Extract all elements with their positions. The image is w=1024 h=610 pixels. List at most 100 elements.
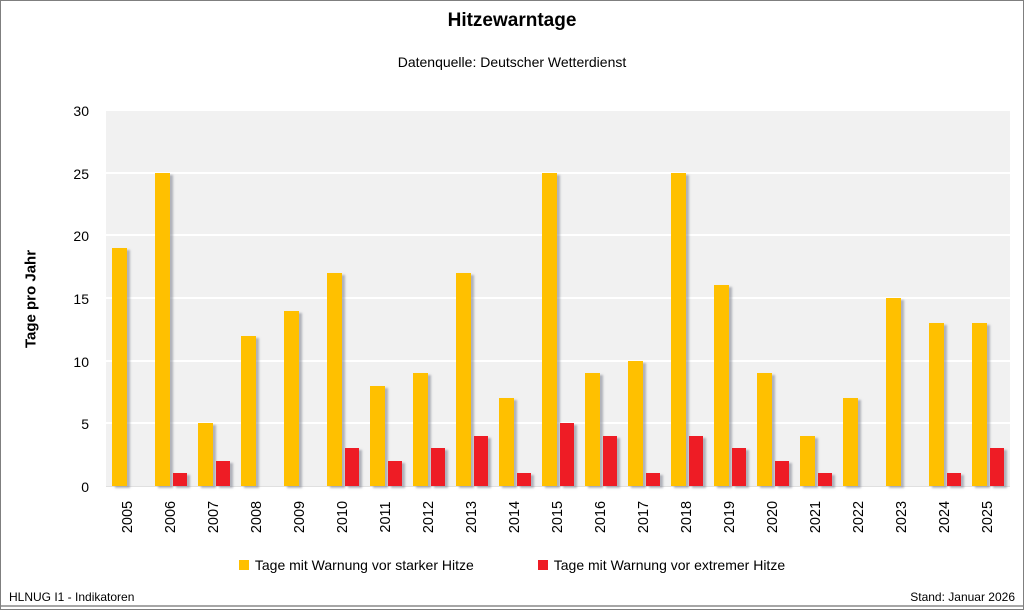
x-tick-2012: 2012	[407, 488, 450, 544]
bar-strong-heat-2006	[154, 173, 170, 486]
footer-source-label: HLNUG I1 - Indikatoren	[9, 590, 135, 604]
x-tick-2005: 2005	[106, 488, 149, 544]
x-tick-2024: 2024	[924, 488, 967, 544]
y-tick-label-10: 10	[73, 353, 89, 370]
x-tick-label-2025: 2025	[980, 500, 997, 534]
x-tick-label-2010: 2010	[334, 500, 351, 534]
x-tick-label-2008: 2008	[248, 500, 265, 534]
x-tick-label-2007: 2007	[205, 500, 222, 534]
bar-strong-heat-2016	[585, 373, 601, 486]
legend-entry-strong-heat: Tage mit Warnung vor starker Hitze	[238, 557, 474, 573]
bar-group-2018	[666, 111, 709, 486]
x-tick-label-2022: 2022	[851, 500, 868, 534]
x-tick-2007: 2007	[192, 488, 235, 544]
bar-strong-heat-2018	[671, 173, 687, 486]
x-tick-2017: 2017	[623, 488, 666, 544]
x-tick-label-2013: 2013	[463, 500, 480, 534]
bar-extreme-heat-2011	[387, 461, 402, 486]
footer-divider	[1, 605, 1023, 607]
bar-strong-heat-2009	[283, 311, 299, 486]
bar-extreme-heat-2018	[689, 436, 704, 486]
bar-strong-heat-2024	[929, 323, 945, 486]
x-tick-2016: 2016	[580, 488, 623, 544]
bar-extreme-heat-2020	[775, 461, 790, 486]
bar-strong-heat-2013	[455, 273, 471, 486]
bar-extreme-heat-2015	[559, 423, 574, 486]
legend-label-extreme-heat: Tage mit Warnung vor extremer Hitze	[553, 557, 786, 573]
bar-group-2021	[795, 111, 838, 486]
bar-groups	[106, 111, 1010, 486]
bar-group-2022	[838, 111, 881, 486]
gridline-20	[106, 234, 1010, 237]
bar-extreme-heat-2013	[473, 436, 488, 486]
x-tick-2019: 2019	[709, 488, 752, 544]
gridline-10	[106, 359, 1010, 362]
bar-strong-heat-2010	[326, 273, 342, 486]
x-tick-2014: 2014	[493, 488, 536, 544]
bar-strong-heat-2017	[628, 361, 644, 486]
bar-strong-heat-2014	[498, 398, 514, 486]
y-tick-label-5: 5	[81, 416, 89, 433]
bar-group-2023	[881, 111, 924, 486]
bar-group-2014	[493, 111, 536, 486]
x-tick-2020: 2020	[752, 488, 795, 544]
legend-label-strong-heat: Tage mit Warnung vor starker Hitze	[254, 557, 474, 573]
bar-strong-heat-2025	[972, 323, 988, 486]
bar-extreme-heat-2010	[344, 448, 359, 486]
bar-strong-heat-2007	[197, 423, 213, 486]
plot-area	[106, 111, 1010, 487]
bar-strong-heat-2008	[240, 336, 256, 486]
x-tick-label-2021: 2021	[808, 500, 825, 534]
gridline-15	[106, 297, 1010, 299]
x-tick-2006: 2006	[149, 488, 192, 544]
x-tick-2018: 2018	[666, 488, 709, 544]
x-tick-2021: 2021	[795, 488, 838, 544]
bar-group-2013	[450, 111, 493, 486]
bar-strong-heat-2023	[886, 298, 902, 486]
bar-extreme-heat-2007	[215, 461, 230, 486]
x-tick-label-2020: 2020	[765, 500, 782, 534]
x-tick-label-2023: 2023	[894, 500, 911, 534]
x-tick-label-2016: 2016	[593, 500, 610, 534]
x-tick-label-2014: 2014	[506, 500, 523, 534]
bar-extreme-heat-2016	[603, 436, 618, 486]
bar-group-2015	[536, 111, 579, 486]
x-tick-label-2018: 2018	[679, 500, 696, 534]
x-tick-label-2017: 2017	[636, 500, 653, 534]
bar-extreme-heat-2012	[430, 448, 445, 486]
x-tick-2010: 2010	[321, 488, 364, 544]
bar-group-2020	[752, 111, 795, 486]
x-tick-label-2006: 2006	[162, 500, 179, 534]
bar-strong-heat-2005	[111, 248, 127, 486]
bar-group-2008	[235, 111, 278, 486]
x-tick-2013: 2013	[450, 488, 493, 544]
bar-group-2009	[278, 111, 321, 486]
bar-extreme-heat-2024	[947, 473, 962, 486]
bar-group-2016	[580, 111, 623, 486]
bar-group-2017	[623, 111, 666, 486]
x-tick-2011: 2011	[364, 488, 407, 544]
bar-group-2012	[407, 111, 450, 486]
x-tick-label-2024: 2024	[937, 500, 954, 534]
y-tick-label-15: 15	[73, 291, 89, 307]
x-tick-label-2009: 2009	[291, 500, 308, 534]
bar-extreme-heat-2025	[990, 448, 1005, 486]
footer-date-label: Stand: Januar 2026	[910, 590, 1015, 604]
x-tick-2023: 2023	[881, 488, 924, 544]
bar-strong-heat-2012	[412, 373, 428, 486]
y-tick-label-25: 25	[73, 165, 89, 182]
legend-swatch-extreme-heat-icon	[537, 560, 548, 570]
gridline-5	[106, 422, 1010, 425]
x-tick-2022: 2022	[838, 488, 881, 544]
gridline-25	[106, 171, 1010, 174]
bar-group-2024	[924, 111, 967, 486]
legend-swatch-strong-heat-icon	[238, 560, 249, 570]
chart-title: Hitzewarntage	[447, 10, 577, 31]
bar-extreme-heat-2014	[516, 473, 531, 486]
bar-extreme-heat-2021	[818, 473, 833, 486]
x-tick-2015: 2015	[536, 488, 579, 544]
bar-strong-heat-2020	[757, 373, 773, 486]
bar-strong-heat-2015	[541, 173, 557, 486]
bar-group-2019	[709, 111, 752, 486]
legend-entry-extreme-heat: Tage mit Warnung vor extremer Hitze	[537, 557, 786, 573]
